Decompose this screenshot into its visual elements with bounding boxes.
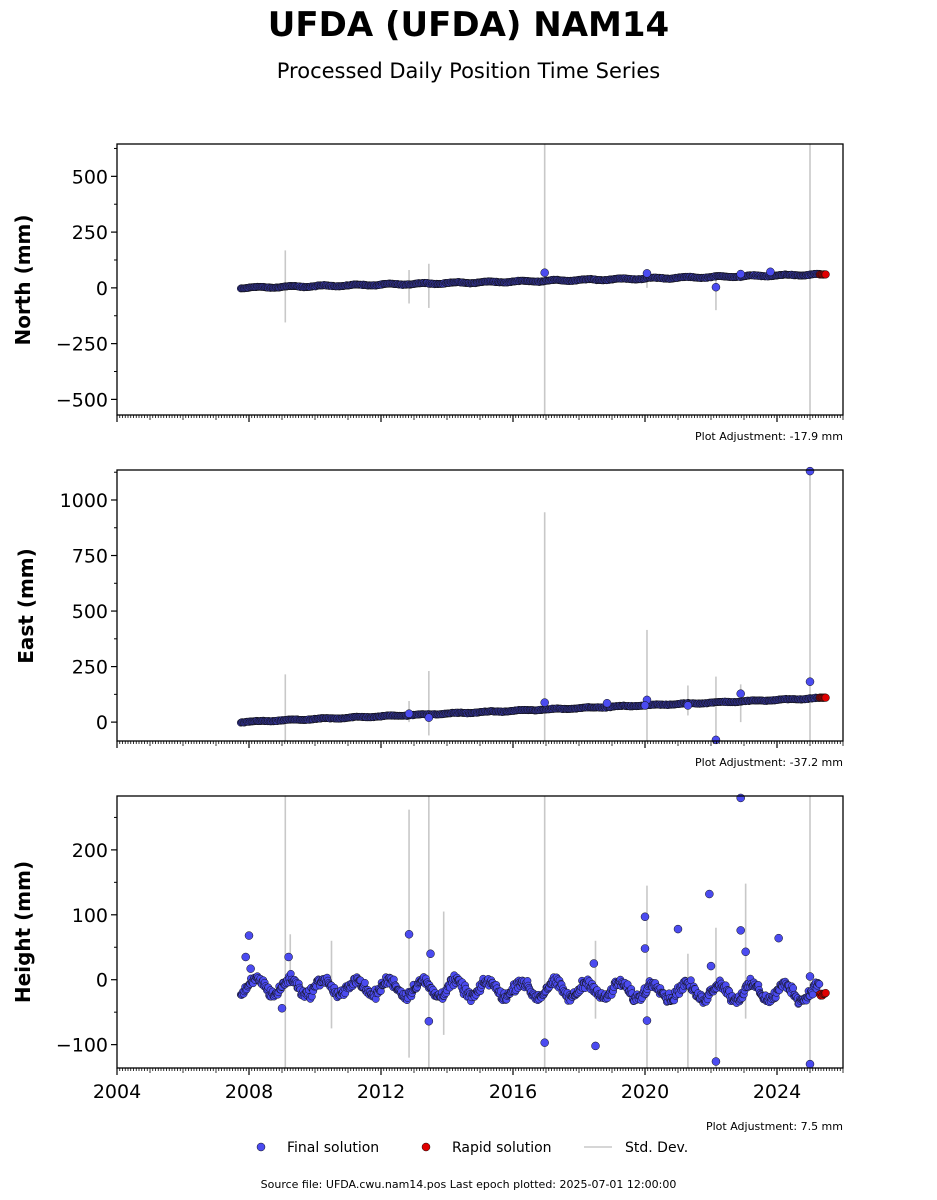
height-panel: Height (mm) Plot Adjustment: 7.5 mm 200 1… <box>11 793 844 1133</box>
height-outlier-point <box>805 1059 815 1069</box>
east-outlier-point <box>602 698 612 708</box>
north-ytick-label: −250 <box>56 334 108 356</box>
east-ytick-label: 0 <box>96 712 108 734</box>
legend-stddev-label: Std. Dev. <box>625 1140 688 1156</box>
height-final-point <box>361 978 369 987</box>
height-outlier-point <box>640 912 650 921</box>
height-outlier-point <box>640 944 650 953</box>
height-outlier-point <box>736 926 745 935</box>
north-ylabel: North (mm) <box>11 214 35 345</box>
height-outlier-point <box>246 964 255 973</box>
height-outlier-point <box>591 1041 600 1051</box>
east-outlier-point <box>711 735 721 745</box>
height-outlier-point <box>589 959 599 968</box>
height-outlier-point <box>642 1016 652 1025</box>
legend-final-marker <box>256 1142 266 1152</box>
height-final-point <box>789 984 798 992</box>
height-outlier-point <box>705 889 714 899</box>
north-outlier-point <box>711 282 721 292</box>
height-adjustment-label: Plot Adjustment: 7.5 mm <box>706 1120 843 1133</box>
height-frame <box>116 795 844 1069</box>
east-outlier-point <box>736 689 745 698</box>
height-outlier-point <box>404 930 414 939</box>
north-ytick-label: −500 <box>56 389 108 411</box>
footer-source: Source file: UFDA.cwu.nam14.pos Last epo… <box>261 1178 677 1191</box>
figure-title: UFDA (UFDA) NAM14 <box>268 5 669 45</box>
legend-rapid-label: Rapid solution <box>452 1140 552 1156</box>
east-ytick-label: 1000 <box>60 490 108 512</box>
north-outlier-point <box>766 267 775 277</box>
north-rapid-point <box>821 270 830 279</box>
north-outlier-point <box>642 269 652 278</box>
height-rapid-point <box>821 988 830 998</box>
height-xtick-label: 2012 <box>357 1081 405 1103</box>
height-xtick-label: 2020 <box>621 1081 669 1103</box>
height-outlier-point <box>736 793 745 803</box>
height-outlier-point <box>741 947 750 957</box>
east-ytick-label: 750 <box>72 546 108 568</box>
east-ytick-label: 500 <box>72 601 108 623</box>
height-outlier-point <box>805 972 815 981</box>
height-ytick-label: −100 <box>56 1035 108 1057</box>
height-outlier-point <box>540 1038 549 1047</box>
height-final-point <box>687 976 695 985</box>
east-outlier-point <box>683 701 693 710</box>
east-outlier-point <box>404 709 414 718</box>
height-xtick-label: 2016 <box>489 1081 537 1103</box>
height-outlier-point <box>284 952 293 962</box>
north-outlier-point <box>736 269 745 279</box>
height-outlier-point <box>241 952 250 962</box>
east-outlier-point <box>540 698 549 707</box>
north-adjustment-label: Plot Adjustment: -17.9 mm <box>695 430 843 443</box>
height-outlier-point <box>244 931 254 940</box>
east-outlier-point <box>805 677 815 686</box>
east-outlier-point <box>640 701 650 710</box>
height-ylabel: Height (mm) <box>11 861 35 1003</box>
height-outlier-point <box>774 933 783 943</box>
height-ytick-label: 0 <box>96 970 108 992</box>
north-outlier-point <box>540 268 549 277</box>
north-ytick-label: 500 <box>72 166 108 188</box>
height-xtick-label: 2024 <box>753 1081 801 1103</box>
east-panel: East (mm) Plot Adjustment: -37.2 mm 1000… <box>14 466 844 769</box>
height-final-point <box>815 980 824 988</box>
north-ytick-label: 0 <box>96 278 108 300</box>
height-xtick-label: 2008 <box>225 1081 273 1103</box>
east-outlier-point <box>424 713 434 722</box>
height-ytick-label: 100 <box>72 905 108 927</box>
height-outlier-point <box>673 924 683 934</box>
east-rapid-point <box>821 693 830 702</box>
figure-subtitle: Processed Daily Position Time Series <box>277 59 661 83</box>
north-panel: North (mm) Plot Adjustment: -17.9 mm 500… <box>11 143 844 443</box>
height-outlier-point <box>426 949 435 958</box>
legend-rapid-marker <box>421 1142 431 1152</box>
height-outlier-point <box>424 1017 434 1026</box>
height-xtick-label: 2004 <box>93 1081 141 1103</box>
east-outlier-point <box>805 466 815 476</box>
north-ytick-label: 250 <box>72 222 108 244</box>
legend: Final solution Rapid solution Std. Dev. <box>256 1140 688 1156</box>
east-ylabel: East (mm) <box>14 548 38 664</box>
height-outlier-point <box>706 961 716 971</box>
height-outlier-point <box>277 1004 287 1013</box>
east-ytick-label: 250 <box>72 657 108 679</box>
height-outlier-point <box>711 1057 721 1066</box>
east-adjustment-label: Plot Adjustment: -37.2 mm <box>695 756 843 769</box>
height-ytick-label: 200 <box>72 840 108 862</box>
legend-final-label: Final solution <box>287 1140 379 1156</box>
